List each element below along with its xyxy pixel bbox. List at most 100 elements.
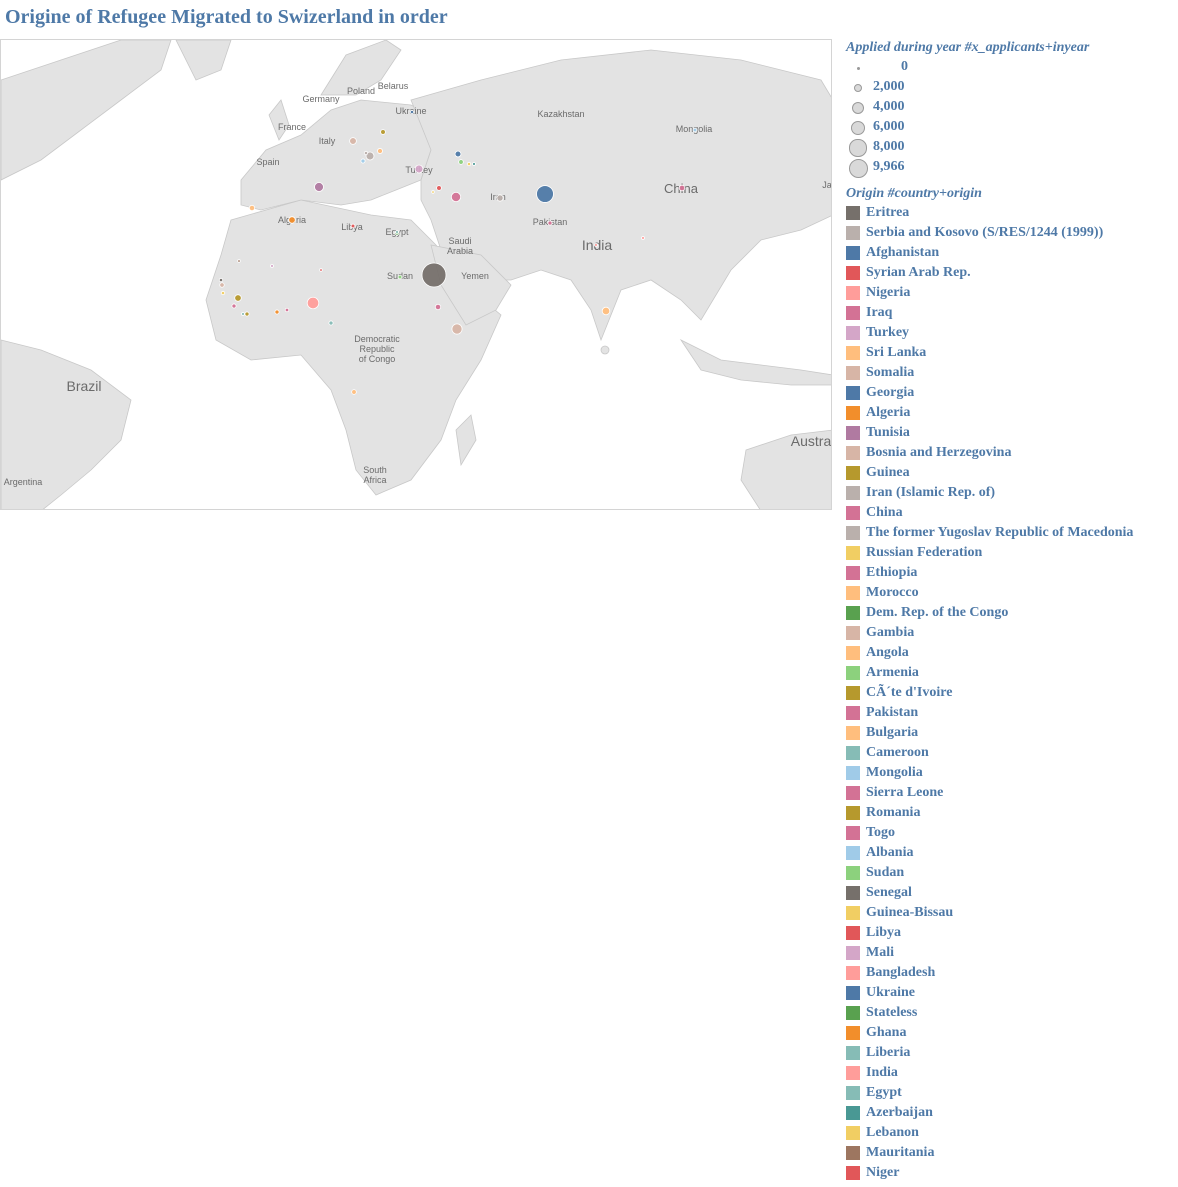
color-legend-item[interactable]: Niger <box>846 1163 1176 1183</box>
color-legend-item[interactable]: Eritrea <box>846 203 1176 223</box>
color-legend-item[interactable]: Iraq <box>846 303 1176 323</box>
color-legend-item[interactable]: Guinea-Bissau <box>846 903 1176 923</box>
color-legend-item[interactable]: Bulgaria <box>846 723 1176 743</box>
size-legend-circle <box>848 158 868 178</box>
bubble-senegal[interactable]: Senegal: 200 <box>218 277 224 283</box>
color-legend-item[interactable]: Morocco <box>846 583 1176 603</box>
bubble-angola[interactable]: Angola: 380 <box>351 389 357 395</box>
bubble-somalia[interactable]: Somalia: 1800 <box>451 323 463 335</box>
bubble-eritrea[interactable]: Eritrea: 9966 <box>421 262 447 288</box>
bubble-romania[interactable]: Romania: 400 <box>380 129 386 135</box>
color-legend-item[interactable]: Guinea <box>846 463 1176 483</box>
bubble-the-former-yugoslav-republic-of-macedonia[interactable]: The former Yugoslav Republic of Macedoni… <box>363 150 369 156</box>
color-legend-item[interactable]: Ghana <box>846 1023 1176 1043</box>
bubble-lebanon[interactable]: Lebanon: 120 <box>431 190 435 194</box>
bubble-armenia[interactable]: Armenia: 380 <box>458 159 464 165</box>
bubble-serbia-and-kosovo-s-res-1244-1999-[interactable]: Serbia and Kosovo (S/RES/1244 (1999)): 1… <box>365 151 375 161</box>
bubble-niger[interactable]: Niger: 120 <box>319 268 323 272</box>
bubble-russian-federation[interactable]: Russian Federation: 200 <box>466 161 472 167</box>
color-legend-item[interactable]: Romania <box>846 803 1176 823</box>
bubble-nigeria[interactable]: Nigeria: 2300 <box>306 296 320 310</box>
color-legend-item[interactable]: CÃ´te d'Ivoire <box>846 683 1176 703</box>
color-legend-item[interactable]: Dem. Rep. of the Congo <box>846 603 1176 623</box>
color-legend-item[interactable]: Turkey <box>846 323 1176 343</box>
color-legend-item[interactable]: Somalia <box>846 363 1176 383</box>
bubble-sudan[interactable]: Sudan: 250 <box>397 274 403 280</box>
color-legend-item[interactable]: Egypt <box>846 1083 1176 1103</box>
color-legend-item[interactable]: Sudan <box>846 863 1176 883</box>
bubble-morocco[interactable]: Morocco: 500 <box>248 204 256 212</box>
bubble-cameroon[interactable]: Cameroon: 300 <box>328 320 334 326</box>
color-legend-item[interactable]: Georgia <box>846 383 1176 403</box>
bubble-sri-lanka[interactable]: Sri Lanka: 1000 <box>601 306 611 316</box>
bubble-algeria[interactable]: Algeria: 750 <box>288 216 296 224</box>
color-legend-item[interactable]: Cameroon <box>846 743 1176 763</box>
bubble-pakistan[interactable]: Pakistan: 300 <box>547 220 553 226</box>
bubble-c-te-d-ivoire[interactable]: Côte d'Ivoire: 300 <box>244 311 250 317</box>
color-legend-item[interactable]: Togo <box>846 823 1176 843</box>
bubble-egypt[interactable]: Egypt: 150 <box>395 230 399 234</box>
color-legend-item[interactable]: Sri Lanka <box>846 343 1176 363</box>
bubble-ethiopia[interactable]: Ethiopia: 500 <box>434 303 442 311</box>
color-legend-item[interactable]: Azerbaijan <box>846 1103 1176 1123</box>
bubble-georgia[interactable]: Georgia: 600 <box>454 150 462 158</box>
color-legend-item[interactable]: Russian Federation <box>846 543 1176 563</box>
bubble-libya[interactable]: Libya: 250 <box>350 223 356 229</box>
color-legend-item[interactable]: The former Yugoslav Republic of Macedoni… <box>846 523 1176 543</box>
color-legend-item[interactable]: Ethiopia <box>846 563 1176 583</box>
color-legend-item[interactable]: Armenia <box>846 663 1176 683</box>
bubble-albania[interactable]: Albania: 300 <box>360 158 366 164</box>
bubble-ghana[interactable]: Ghana: 300 <box>274 309 280 315</box>
color-legend-item[interactable]: Mauritania <box>846 1143 1176 1163</box>
bubble-iran-islamic-rep-of-[interactable]: Iran (Islamic Rep. of): 700 <box>496 194 504 202</box>
bubble-bangladesh[interactable]: Bangladesh: 150 <box>641 236 645 240</box>
bubble-liberia[interactable]: Liberia: 150 <box>241 312 245 316</box>
color-legend-item[interactable]: Stateless <box>846 1003 1176 1023</box>
bubble-turkey[interactable]: Turkey: 1100 <box>414 164 424 174</box>
map-view[interactable]: BelarusPolandGermanyUkraineKazakhstanMon… <box>0 39 832 510</box>
bubble-gambia[interactable]: Gambia: 350 <box>219 282 225 288</box>
color-legend-item[interactable]: Iran (Islamic Rep. of) <box>846 483 1176 503</box>
color-legend-item[interactable]: Tunisia <box>846 423 1176 443</box>
color-legend-item[interactable]: Afghanistan <box>846 243 1176 263</box>
color-legend-item[interactable]: India <box>846 1063 1176 1083</box>
color-legend-item[interactable]: Liberia <box>846 1043 1176 1063</box>
bubble-togo[interactable]: Togo: 220 <box>284 307 290 313</box>
color-legend-item[interactable]: Pakistan <box>846 703 1176 723</box>
bubble-guinea-bissau[interactable]: Guinea-Bissau: 200 <box>220 290 226 296</box>
color-legend-item[interactable]: Bangladesh <box>846 963 1176 983</box>
bubble-ukraine[interactable]: Ukraine: 200 <box>409 109 415 115</box>
color-legend-item[interactable]: Nigeria <box>846 283 1176 303</box>
color-legend-item[interactable]: Senegal <box>846 883 1176 903</box>
bubble-syrian-arab-rep-[interactable]: Syrian Arab Rep.: 400 <box>436 185 442 191</box>
bubble-tunisia[interactable]: Tunisia: 1400 <box>314 182 324 192</box>
color-legend-item[interactable]: Ukraine <box>846 983 1176 1003</box>
color-legend-item[interactable]: Algeria <box>846 403 1176 423</box>
color-legend-item[interactable]: Serbia and Kosovo (S/RES/1244 (1999)) <box>846 223 1176 243</box>
bubble-azerbaijan[interactable]: Azerbaijan: 150 <box>472 162 476 166</box>
bubble-mongolia[interactable]: Mongolia: 250 <box>692 127 698 133</box>
color-legend-item[interactable]: China <box>846 503 1176 523</box>
color-legend-item[interactable]: Gambia <box>846 623 1176 643</box>
bubble-afghanistan[interactable]: Afghanistan: 4950 <box>536 185 554 203</box>
color-legend-item[interactable]: Libya <box>846 923 1176 943</box>
map-canvas[interactable]: BelarusPolandGermanyUkraineKazakhstanMon… <box>1 40 832 510</box>
bubble-iraq[interactable]: Iraq: 1500 <box>450 191 462 203</box>
color-legend-item[interactable]: Albania <box>846 843 1176 863</box>
bubble-mali[interactable]: Mali: 150 <box>270 264 274 268</box>
bubble-india[interactable]: India: 150 <box>594 243 598 247</box>
color-legend-item[interactable]: Angola <box>846 643 1176 663</box>
color-legend-label: Somalia <box>866 365 915 380</box>
color-legend-item[interactable]: Lebanon <box>846 1123 1176 1143</box>
bubble-guinea[interactable]: Guinea: 750 <box>234 294 242 302</box>
color-legend-item[interactable]: Bosnia and Herzegovina <box>846 443 1176 463</box>
bubble-mauritania[interactable]: Mauritania: 120 <box>237 259 241 263</box>
bubble-china[interactable]: China: 550 <box>678 184 686 192</box>
bubble-bulgaria[interactable]: Bulgaria: 450 <box>377 148 383 154</box>
bubble-sierra-leone[interactable]: Sierra Leone: 300 <box>231 303 237 309</box>
color-legend-item[interactable]: Sierra Leone <box>846 783 1176 803</box>
bubble-bosnia-and-herzegovina[interactable]: Bosnia and Herzegovina: 800 <box>349 137 357 145</box>
color-legend-item[interactable]: Mali <box>846 943 1176 963</box>
color-legend-item[interactable]: Mongolia <box>846 763 1176 783</box>
color-legend-item[interactable]: Syrian Arab Rep. <box>846 263 1176 283</box>
